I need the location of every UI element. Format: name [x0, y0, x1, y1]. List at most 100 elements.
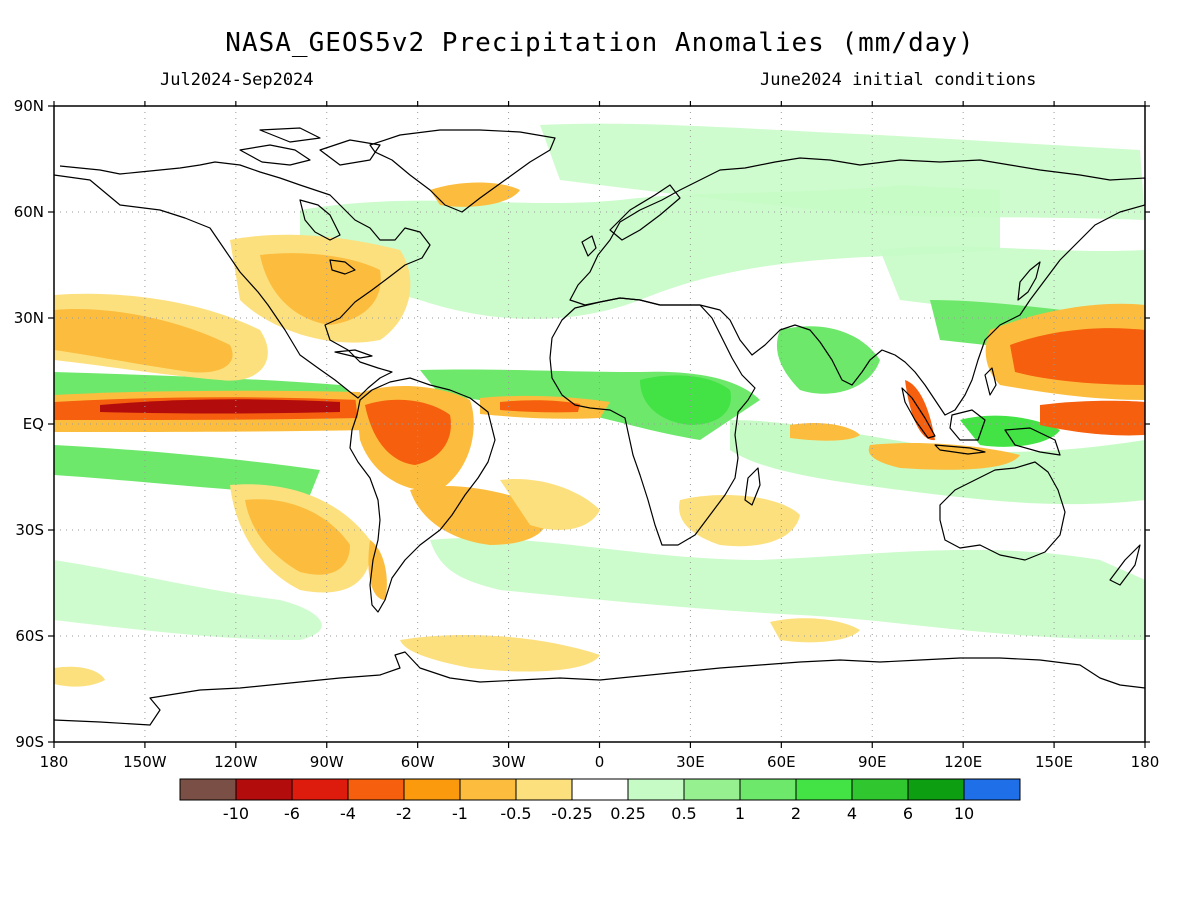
lat-label: EQ — [23, 415, 44, 433]
lon-label: 90W — [310, 753, 344, 771]
arctic-wet-band — [540, 123, 1145, 220]
colorbar-label: 6 — [903, 804, 913, 823]
colorbar-label: 4 — [847, 804, 857, 823]
colorbar-label: 0.25 — [610, 804, 646, 823]
colorbar-label: 10 — [954, 804, 974, 823]
colorbar-label: -2 — [396, 804, 412, 823]
arabian-sea-wet — [776, 326, 880, 394]
map-title: NASA_GEOS5v2 Precipitation Anomalies (mm… — [225, 28, 975, 58]
coastlines — [53, 127, 1146, 726]
equatorial-pacific-dry-core — [100, 399, 340, 414]
colorbar-label: -0.25 — [551, 804, 592, 823]
south-indian-dry — [679, 495, 800, 547]
maritime-continent-dry — [868, 443, 1020, 470]
amazon-dry-core — [365, 399, 451, 465]
lon-label: 90E — [858, 753, 887, 771]
colorbar-label: -1 — [452, 804, 468, 823]
southern-ocean-dry-1 — [400, 635, 600, 672]
colorbar-swatch — [795, 778, 853, 801]
colorbar-label: 1 — [735, 804, 745, 823]
lon-label: 150E — [1035, 753, 1073, 771]
colorbar-label: -0.5 — [500, 804, 531, 823]
gridlines — [54, 106, 1145, 742]
british-isles — [581, 235, 597, 257]
northwest-pacific-dry-core — [1010, 328, 1145, 385]
colorbar-swatch — [291, 778, 349, 801]
south-pacific-convergence — [54, 445, 320, 495]
lon-label: 60W — [401, 753, 435, 771]
lon-label: 180 — [1131, 753, 1160, 771]
equatorial-west-pacific-dry — [1040, 400, 1145, 436]
scandinavia — [609, 184, 681, 241]
greenland-dry — [430, 182, 520, 207]
initial-conditions: June2024 initial conditions — [760, 70, 1037, 90]
colorbar-swatch — [963, 778, 1021, 801]
lon-label: 60E — [767, 753, 796, 771]
equatorial-atlantic-dry-core — [500, 400, 580, 413]
australia-coast — [939, 461, 1066, 561]
colorbar-swatch — [403, 778, 461, 801]
colorbar: -10 -6 -4 -2 -1 -0.5 -0.25 0.25 0.5 1 2 4 6 10 — [179, 778, 1021, 823]
colorbar-swatch — [739, 778, 797, 801]
south-america-dry-2 — [368, 540, 387, 600]
borneo — [949, 409, 986, 441]
new-zealand — [1109, 544, 1141, 586]
colorbar-label: -4 — [340, 804, 356, 823]
southern-ocean-dry-3 — [54, 666, 105, 687]
lat-label: 30N — [14, 309, 44, 327]
colorbar-swatch — [851, 778, 909, 801]
lon-label: 30W — [492, 753, 526, 771]
south-atlantic-dry — [500, 479, 600, 530]
colorbar-swatch — [347, 778, 405, 801]
new-guinea — [1004, 427, 1061, 456]
lat-label: 60S — [15, 627, 44, 645]
southern-ocean-wet-band — [430, 537, 1145, 640]
great-lakes — [329, 259, 356, 275]
colorbar-swatch — [907, 778, 965, 801]
colorbar-swatch — [235, 778, 293, 801]
lon-label: 0 — [595, 753, 605, 771]
lat-label: 90S — [15, 733, 44, 751]
colorbar-swatch — [683, 778, 741, 801]
lon-label: 30E — [676, 753, 705, 771]
colorbar-swatch — [571, 778, 629, 801]
colorbar-label: -6 — [284, 804, 300, 823]
antarctica-coast — [53, 651, 1146, 726]
africa-wet-core — [640, 375, 731, 425]
colorbar-label: -10 — [223, 804, 249, 823]
lon-label: 120W — [214, 753, 258, 771]
africa-coast — [549, 297, 756, 546]
lat-label: 30S — [15, 521, 44, 539]
indonesia-wet — [960, 415, 1060, 447]
hudson-bay-coast — [299, 199, 341, 241]
greenland-coast — [369, 129, 556, 213]
eurasia-coast — [569, 157, 1146, 416]
north-america-coast — [53, 161, 431, 399]
sumatra — [901, 387, 936, 439]
axes: 180 150W 120W 90W 60W 30W 0 30E 60E 90E 120E 150E 18… — [14, 97, 1160, 771]
colorbar-label: 2 — [791, 804, 801, 823]
northeast-pacific-dry-core — [54, 309, 233, 373]
forecast-period: Jul2024-Sep2024 — [160, 70, 314, 90]
north-atlantic-wet-band — [300, 185, 1000, 319]
colorbar-swatch — [179, 778, 237, 801]
cuba — [334, 349, 373, 359]
colorbar-swatch — [459, 778, 517, 801]
philippines — [984, 367, 997, 396]
south-pacific-wet-band — [54, 560, 322, 640]
lon-label: 120E — [944, 753, 982, 771]
indian-ocean-dry — [790, 423, 860, 441]
lon-label: 150W — [123, 753, 167, 771]
colorbar-swatch — [515, 778, 573, 801]
lon-label: 180 — [40, 753, 69, 771]
lat-label: 90N — [14, 97, 44, 115]
south-america-coast — [349, 377, 496, 613]
madagascar — [744, 467, 761, 506]
japan — [1017, 261, 1041, 301]
southeast-pacific-dry-core — [245, 499, 350, 575]
lat-label: 60N — [14, 203, 44, 221]
colorbar-swatch — [627, 778, 685, 801]
java — [934, 444, 986, 455]
colorbar-label: 0.5 — [671, 804, 696, 823]
